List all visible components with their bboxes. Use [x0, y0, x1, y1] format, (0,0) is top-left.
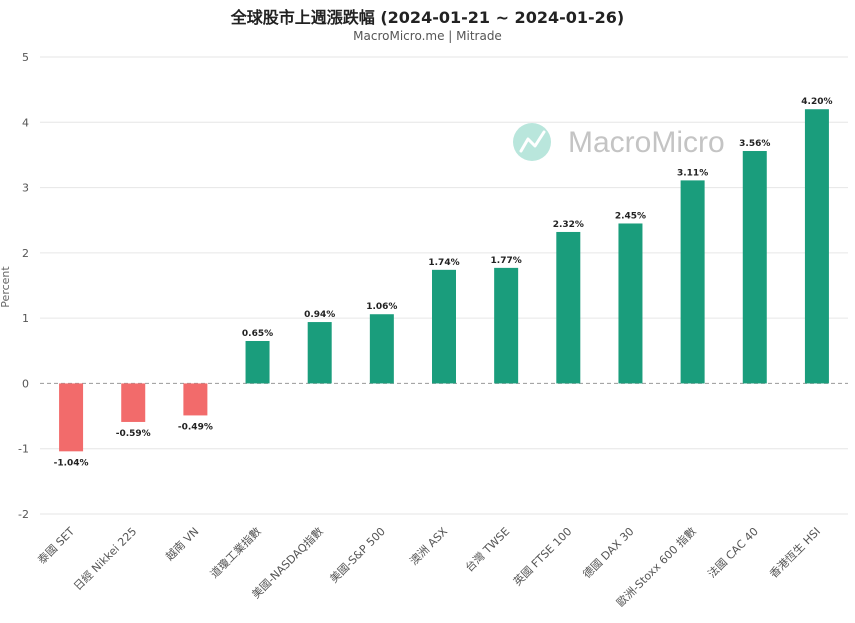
- x-tick-label: 英國 FTSE 100: [510, 524, 574, 588]
- bar: [183, 383, 208, 416]
- x-tick-label: 澳洲 ASX: [407, 525, 450, 568]
- y-tick-label: -1: [18, 443, 29, 456]
- y-tick-label: 0: [22, 377, 29, 390]
- x-tick-label: 越南 VN: [162, 524, 201, 563]
- watermark-text: MacroMicro: [568, 126, 725, 159]
- data-label: 2.32%: [553, 220, 584, 230]
- data-label: 2.45%: [615, 211, 646, 221]
- chart-subtitle: MacroMicro.me | Mitrade: [353, 29, 502, 43]
- watermark-logo: MacroMicro: [513, 123, 725, 161]
- bar: [59, 383, 84, 452]
- x-tick-label: 泰國 SET: [35, 524, 78, 567]
- data-label: -0.49%: [178, 422, 213, 432]
- y-tick-label: 5: [22, 51, 29, 64]
- bar: [494, 267, 519, 384]
- x-tick-label: 台灣 TWSE: [462, 524, 512, 574]
- data-label: 1.06%: [366, 302, 397, 312]
- x-tick-label: 德國 DAX 30: [580, 524, 637, 581]
- x-tick-label: 香港恆生 HSI: [766, 524, 823, 581]
- y-tick-label: 2: [22, 247, 29, 260]
- y-tick-label: 1: [22, 312, 29, 325]
- y-axis: 5 4 3 2 1 0 -1 -2: [18, 51, 29, 521]
- data-label: -1.04%: [54, 458, 89, 468]
- data-label: 0.94%: [304, 310, 335, 320]
- y-tick-label: -2: [18, 508, 29, 521]
- bar: [307, 322, 332, 384]
- data-labels: -1.04% -0.59% -0.49% 0.65% 0.94% 1.06% 1.74% 1.…: [54, 97, 833, 468]
- bar: [618, 223, 643, 384]
- data-label: 3.56%: [739, 139, 770, 149]
- y-tick-label: 3: [22, 182, 29, 195]
- x-tick-label: 日經 Nikkei 225: [70, 524, 139, 593]
- bars: [59, 109, 829, 452]
- bar: [804, 109, 829, 384]
- data-label: 4.20%: [801, 97, 832, 107]
- bar: [556, 231, 581, 384]
- data-label: 0.65%: [242, 329, 273, 339]
- bar: [121, 383, 146, 422]
- x-tick-label: 美國-S&P 500: [327, 525, 388, 586]
- data-label: 1.77%: [491, 256, 522, 266]
- y-axis-label: Percent: [0, 266, 12, 308]
- data-label: -0.59%: [116, 429, 151, 439]
- data-label: 3.11%: [677, 168, 708, 178]
- chart-title: 全球股市上週漲跌幅 (2024-01-21 ~ 2024-01-26): [230, 8, 625, 27]
- bar: [680, 180, 705, 384]
- gridlines: [40, 56, 848, 515]
- data-label: 1.74%: [428, 258, 459, 268]
- watermark-chart-icon: [519, 130, 546, 153]
- bar: [369, 314, 394, 384]
- bar: [432, 269, 456, 384]
- y-tick-label: 4: [22, 116, 29, 129]
- x-tick-label: 道瓊工業指數: [207, 524, 264, 581]
- bar: [742, 151, 767, 384]
- bar: [245, 340, 270, 384]
- x-tick-label: 法國 CAC 40: [705, 524, 761, 580]
